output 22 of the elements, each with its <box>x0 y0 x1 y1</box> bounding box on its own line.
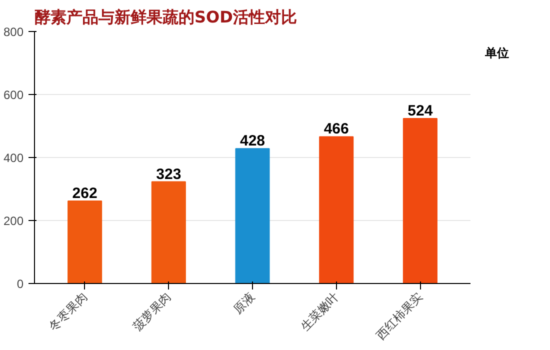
x-tick-label: 生菜嫩叶 <box>298 290 342 334</box>
data-label: 262 <box>72 184 98 202</box>
bar <box>319 136 354 284</box>
bar <box>235 148 270 284</box>
y-tick-label: 200 <box>3 214 24 228</box>
x-tick-label: 菠萝果肉 <box>130 290 174 334</box>
bar <box>68 200 102 284</box>
chart-title: 酵素产品与新鲜果蔬的SOD活性对比 <box>34 8 297 26</box>
y-tick-label: 600 <box>3 88 24 102</box>
bar <box>402 118 438 284</box>
y-tick-label: 800 <box>3 25 24 39</box>
y-tick-label: 400 <box>3 151 24 165</box>
data-label: 524 <box>408 102 434 120</box>
text: 单位 <box>485 45 509 62</box>
x-tick-label: 原液 <box>230 290 258 317</box>
data-label: 428 <box>240 132 266 150</box>
bar <box>151 181 186 284</box>
y-tick-label: 0 <box>16 277 24 291</box>
x-tick-label: 冬枣果肉 <box>46 290 90 334</box>
data-label: 323 <box>156 166 182 183</box>
data-label: 466 <box>324 120 349 138</box>
x-tick-label: 西红柿果实 <box>373 290 426 342</box>
